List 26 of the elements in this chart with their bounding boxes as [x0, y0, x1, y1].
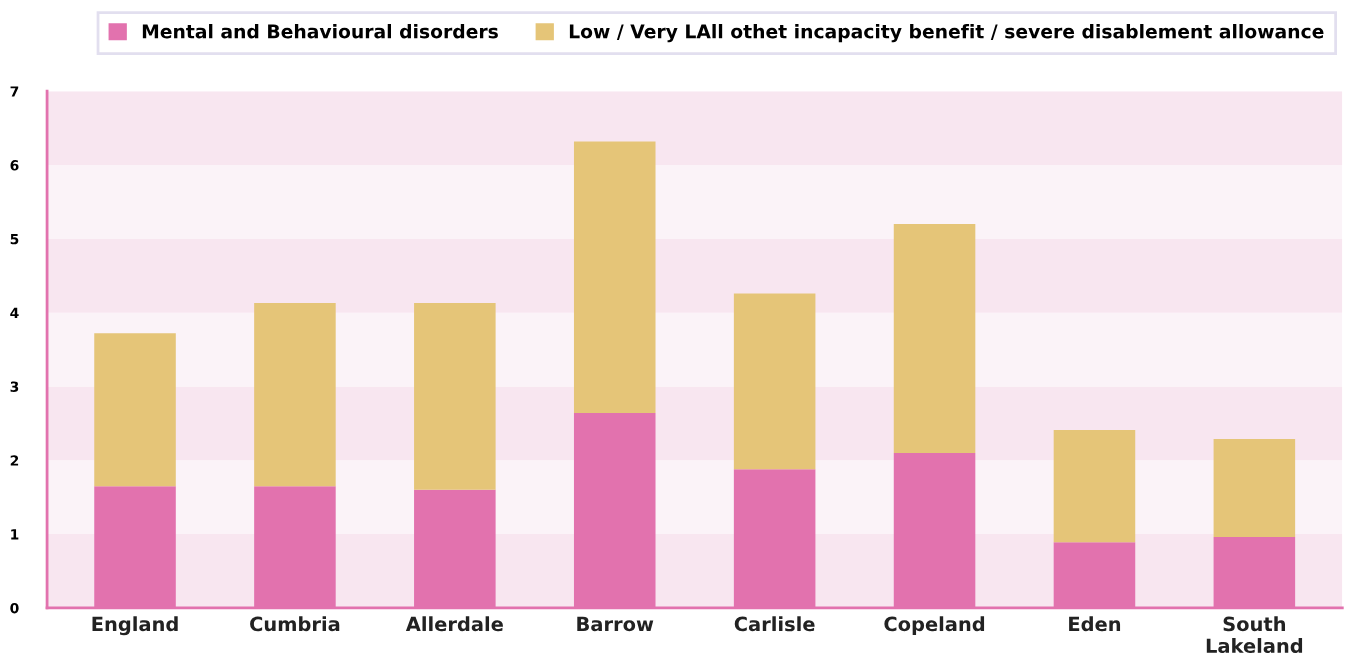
legend-label: Mental and Behavioural disorders — [142, 23, 498, 39]
y-tick-label: 5 — [10, 234, 19, 245]
x-tick-label: Cumbria — [250, 616, 340, 632]
bar — [733, 293, 816, 470]
bar — [254, 303, 336, 487]
x-tick-label: Allerdale — [405, 616, 503, 632]
x-tick-label: Eden — [1069, 616, 1121, 632]
y-tick-label: 7 — [10, 86, 19, 97]
bar — [1213, 438, 1296, 538]
y-tick-label: 0 — [10, 602, 19, 614]
legend-label: Low / Very LAll othet incapacity benefit / severe disablement allowance — [569, 23, 1324, 43]
x-tick-label: Copeland — [884, 616, 985, 636]
bar — [414, 303, 496, 490]
x-tick-label: South Lakeland — [1206, 616, 1303, 654]
x-tick-label: Barrow — [577, 616, 654, 632]
y-tick-label: 4 — [10, 307, 19, 318]
bar — [1053, 430, 1136, 543]
y-tick-label: 1 — [11, 529, 19, 540]
y-tick-label: 3 — [10, 381, 19, 392]
y-tick-label: 6 — [10, 160, 19, 171]
y-tick-label: 2 — [10, 455, 19, 466]
x-tick-label: England — [92, 616, 178, 636]
bar — [94, 333, 176, 487]
bar — [573, 141, 656, 414]
bar — [893, 224, 976, 453]
x-tick-label: Carlisle — [734, 616, 815, 632]
